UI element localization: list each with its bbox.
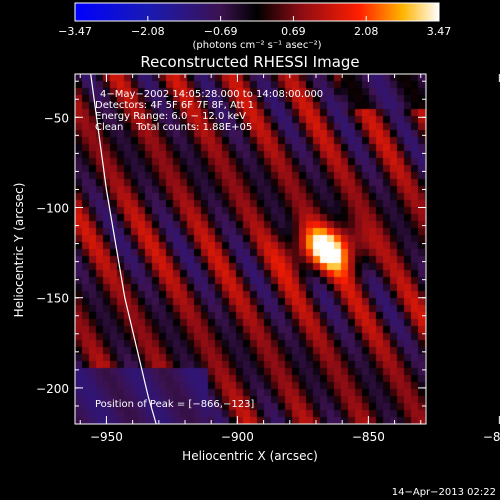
solar-limb-curve (90, 73, 157, 425)
colorbar-tick-label: −0.69 (204, 25, 238, 38)
colorbar-frame (74, 2, 440, 22)
colorbar-tick-label: −2.08 (131, 25, 165, 38)
x-tick-label: −900 (221, 430, 254, 444)
colorbar-tick-label: 0.69 (281, 25, 306, 38)
colorbar-tick-label: 3.47 (427, 25, 452, 38)
annotation-detectors: Detectors: 4F 5F 6F 7F 8F, Att 1 (95, 100, 254, 111)
colorbar: −3.47 −2.08 −0.69 0.69 2.08 3.47 (photons cm⁻… (58, 2, 451, 51)
x-axis-label: Heliocentric X (arcsec) (182, 449, 318, 463)
plot-frame (74, 73, 427, 425)
annotation-energy: Energy Range: 6.0 − 12.0 keV (95, 111, 246, 122)
x-tick-label: −950 (90, 430, 123, 444)
y-tick-label: −50 (44, 111, 69, 125)
colorbar-tick-label: −3.47 (58, 25, 92, 38)
chart-title: Reconstructed RHESSI Image (140, 53, 359, 71)
plot-axes: −950 −900 −850 −800 −50 −100 −150 −200 (36, 73, 500, 444)
colorbar-unit-label: (photons cm⁻² s⁻¹ asec⁻²) (192, 40, 321, 51)
annotation-time: 4−May−2002 14:05:28.000 to 14:08:00.000 (100, 89, 323, 100)
x-tick-label: −800 (483, 430, 500, 444)
colorbar-tick-label: 2.08 (354, 25, 379, 38)
peak-position-label: Position of Peak = [−866,−123] (95, 399, 254, 410)
footer-timestamp: 14−Apr−2013 02:22 (392, 487, 496, 498)
y-tick-label: −200 (36, 382, 69, 396)
y-tick-label: −150 (36, 292, 69, 306)
colorbar-ticks: −3.47 −2.08 −0.69 0.69 2.08 3.47 (58, 16, 451, 38)
x-tick-label: −850 (352, 430, 385, 444)
y-axis-label: Heliocentric Y (arcsec) (12, 183, 26, 318)
y-tick-label: −100 (36, 202, 69, 216)
annotation-block: 4−May−2002 14:05:28.000 to 14:08:00.000 … (95, 89, 323, 133)
annotation-counts: Clean Total counts: 1.88E+05 (95, 122, 252, 133)
colorbar-gradient (75, 3, 439, 21)
